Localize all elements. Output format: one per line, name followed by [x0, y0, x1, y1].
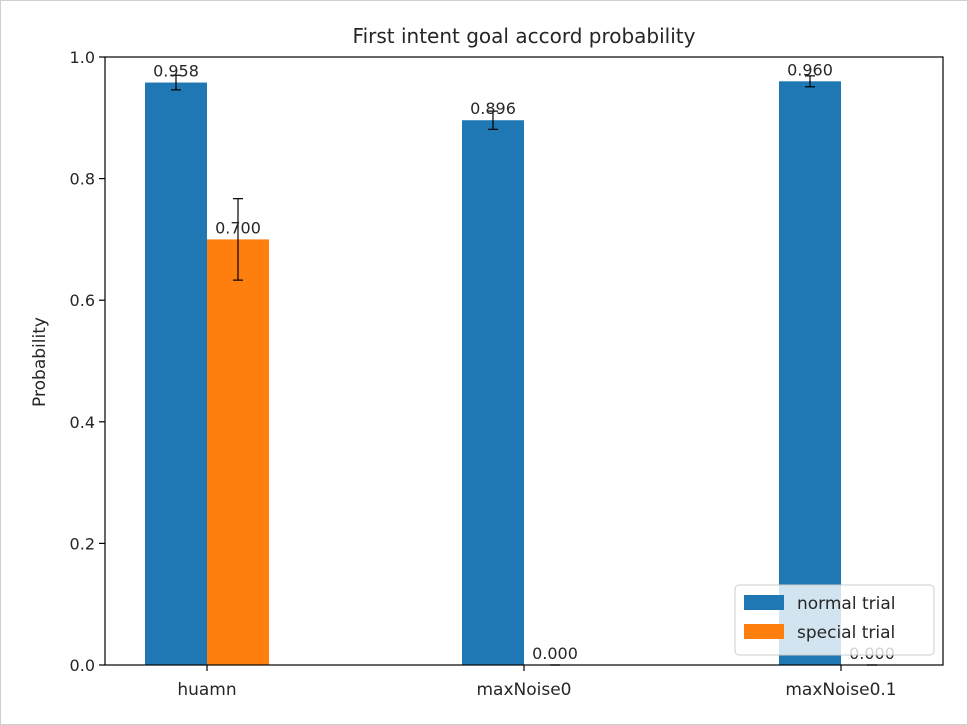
y-tick-label-0: 0.0	[70, 656, 95, 675]
data-label-1-1: 0.000	[532, 644, 578, 663]
y-tick-label-4: 0.8	[70, 170, 95, 189]
chart-title: First intent goal accord probability	[353, 24, 696, 48]
y-axis-label: Probability	[30, 317, 50, 407]
y-tick-label-1: 0.2	[70, 534, 95, 553]
error-bar-0-0	[171, 74, 181, 91]
y-tick-label-2: 0.4	[70, 413, 95, 432]
data-label-0-1: 0.896	[470, 99, 516, 118]
x-tick-label-2: maxNoise0.1	[785, 680, 896, 700]
y-tick-label-5: 1.0	[70, 48, 95, 67]
x-ticks-layer: huamn maxNoise0 maxNoise0.1	[177, 665, 897, 700]
x-tick-label-1: maxNoise0	[476, 680, 571, 700]
legend-swatch-0	[744, 595, 784, 610]
data-label-0-2: 0.960	[787, 60, 833, 79]
y-ticks-layer: 0.0 0.2 0.4 0.6 0.8 1.0	[70, 48, 105, 675]
y-tick-label-3: 0.6	[70, 291, 95, 310]
error-bar-0-1	[488, 110, 498, 130]
bars-layer	[145, 81, 841, 666]
x-tick-label-0: huamn	[177, 680, 236, 700]
data-label-0-0: 0.958	[153, 62, 199, 81]
bar-0-2	[779, 81, 841, 665]
legend: normal trial special trial	[734, 584, 935, 656]
bar-0-1	[462, 120, 524, 666]
data-label-1-0: 0.700	[215, 218, 261, 237]
bar-0-0	[145, 82, 207, 665]
legend-label-1: special trial	[797, 623, 895, 643]
error-bar-1-0	[233, 198, 243, 281]
legend-swatch-1	[744, 624, 784, 639]
error-bar-0-2	[805, 75, 815, 88]
legend-box	[734, 584, 935, 656]
bar-1-0	[207, 239, 269, 665]
legend-label-0: normal trial	[797, 594, 896, 614]
